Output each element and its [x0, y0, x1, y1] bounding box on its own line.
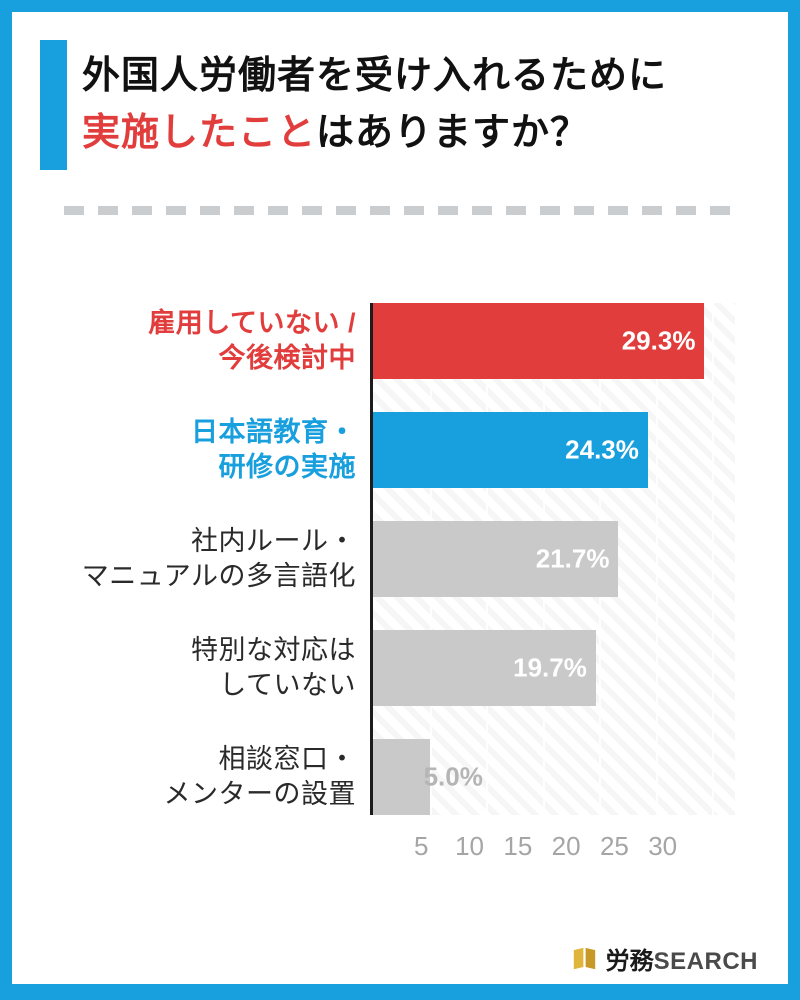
- bar-row: 29.3%: [373, 303, 735, 379]
- category-label: 日本語教育・ 研修の実施: [191, 416, 356, 482]
- book-icon: [573, 947, 595, 970]
- value-label: 24.3%: [565, 434, 639, 465]
- bar: 21.7%: [373, 521, 619, 597]
- footer-logo: 労務SEARCH: [571, 941, 758, 976]
- x-tick-label: 10: [455, 831, 485, 861]
- x-tick-label: 15: [503, 831, 533, 861]
- bar: 5.0%: [373, 739, 483, 815]
- value-label: 5.0%: [423, 761, 483, 792]
- bar-chart: 雇用していない / 今後検討中日本語教育・ 研修の実施社内ルール・ マニュアルの多言語…: [12, 303, 735, 867]
- value-label: 21.7%: [535, 543, 610, 574]
- brand-name-jp: 労務: [605, 948, 654, 975]
- chart-plot: 29.3% 24.3% 21.7% 19.7% 5.0%: [370, 303, 735, 815]
- bar-row: 19.7%: [373, 630, 735, 706]
- chart-grid: 雇用していない / 今後検討中日本語教育・ 研修の実施社内ルール・ マニュアルの多言語…: [12, 303, 735, 815]
- chart-axis-ticks: 5 10 15 20 25 30: [373, 821, 682, 867]
- value-label: 29.3%: [621, 325, 696, 356]
- bar: 29.3%: [373, 303, 705, 379]
- value-label: 19.7%: [513, 652, 587, 683]
- x-tick-label: 30: [648, 831, 678, 861]
- brand-name-en: SEARCH: [653, 948, 758, 975]
- title-highlight: 実施したこと: [82, 112, 317, 154]
- title-accent-bar: [40, 40, 67, 170]
- category-label: 特別な対応は していない: [191, 634, 356, 700]
- x-tick-label: 25: [599, 831, 629, 861]
- dashed-divider: [64, 206, 735, 215]
- bar: 24.3%: [373, 412, 648, 488]
- gridline: [712, 303, 715, 815]
- category-label: 社内ルール・ マニュアルの多言語化: [81, 525, 356, 591]
- title-line1: 外国人労働者を受け入れるために: [82, 55, 668, 97]
- x-tick-label: 5: [414, 831, 429, 861]
- category-label: 相談窓口・ メンターの設置: [163, 743, 356, 809]
- page-title: 外国人労働者を受け入れるために 実施したことはありますか？: [82, 40, 667, 170]
- chart-category-column: 雇用していない / 今後検討中日本語教育・ 研修の実施社内ルール・ マニュアルの多言語…: [12, 303, 370, 815]
- gridline: [655, 303, 658, 815]
- x-tick-label: 20: [551, 831, 581, 861]
- title-block: 外国人労働者を受け入れるために 実施したことはありますか？: [40, 40, 748, 170]
- bar: 19.7%: [373, 630, 596, 706]
- category-label: 雇用していない / 今後検討中: [148, 307, 356, 373]
- bar-row: 5.0%: [373, 739, 735, 815]
- bar-row: 24.3%: [373, 412, 735, 488]
- title-line2-rest: はありますか？: [316, 112, 590, 154]
- bar-row: 21.7%: [373, 521, 735, 597]
